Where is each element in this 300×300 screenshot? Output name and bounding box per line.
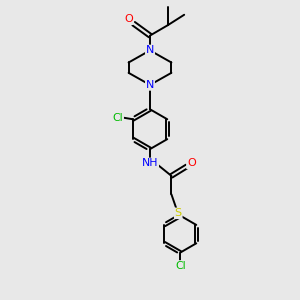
Text: NH: NH [142, 158, 158, 168]
Text: S: S [175, 208, 182, 218]
Text: N: N [146, 45, 154, 56]
Text: Cl: Cl [175, 261, 186, 271]
Text: Cl: Cl [112, 113, 123, 123]
Text: N: N [146, 80, 154, 90]
Text: O: O [187, 158, 196, 168]
Text: O: O [124, 14, 133, 24]
